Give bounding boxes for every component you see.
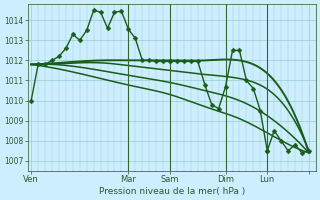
X-axis label: Pression niveau de la mer( hPa ): Pression niveau de la mer( hPa ): [99, 187, 245, 196]
